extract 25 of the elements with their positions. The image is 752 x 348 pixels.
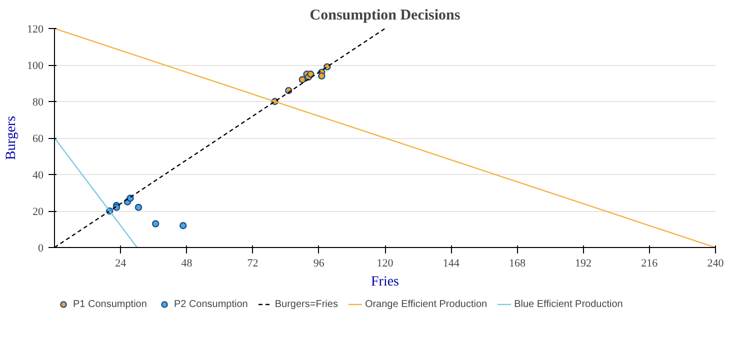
legend-label: Blue Efficient Production <box>514 298 623 310</box>
x-tick-label: 96 <box>313 258 325 270</box>
y-tick-label: 40 <box>32 170 44 182</box>
y-tick-label: 80 <box>32 96 44 108</box>
x-tick-label: 144 <box>442 258 460 270</box>
y-tick-label: 0 <box>38 242 44 254</box>
x-tick-label: 48 <box>181 258 193 270</box>
x-tick-label: 120 <box>376 258 394 270</box>
x-tick-label: 24 <box>115 258 127 270</box>
x-tick-label: 240 <box>707 258 724 270</box>
legend-label: P2 Consumption <box>174 298 248 310</box>
x-tick-label: 216 <box>641 258 658 270</box>
x-tick-label: 192 <box>575 258 592 270</box>
legend-label: Burgers=Fries <box>274 298 338 310</box>
y-axis-title: Burgers <box>4 116 19 160</box>
legend-label: P1 Consumption <box>73 298 147 310</box>
y-tick-label: 60 <box>32 133 44 145</box>
y-tick-label: 20 <box>32 206 44 218</box>
chart-title: Consumption Decisions <box>310 8 460 24</box>
legend-label: Orange Efficient Production <box>364 298 488 310</box>
x-tick-label: 72 <box>247 258 258 270</box>
x-tick-label: 168 <box>508 258 526 270</box>
y-tick-label: 100 <box>27 60 44 72</box>
y-tick-label: 120 <box>27 24 44 36</box>
x-axis-title: Fries <box>371 274 399 290</box>
